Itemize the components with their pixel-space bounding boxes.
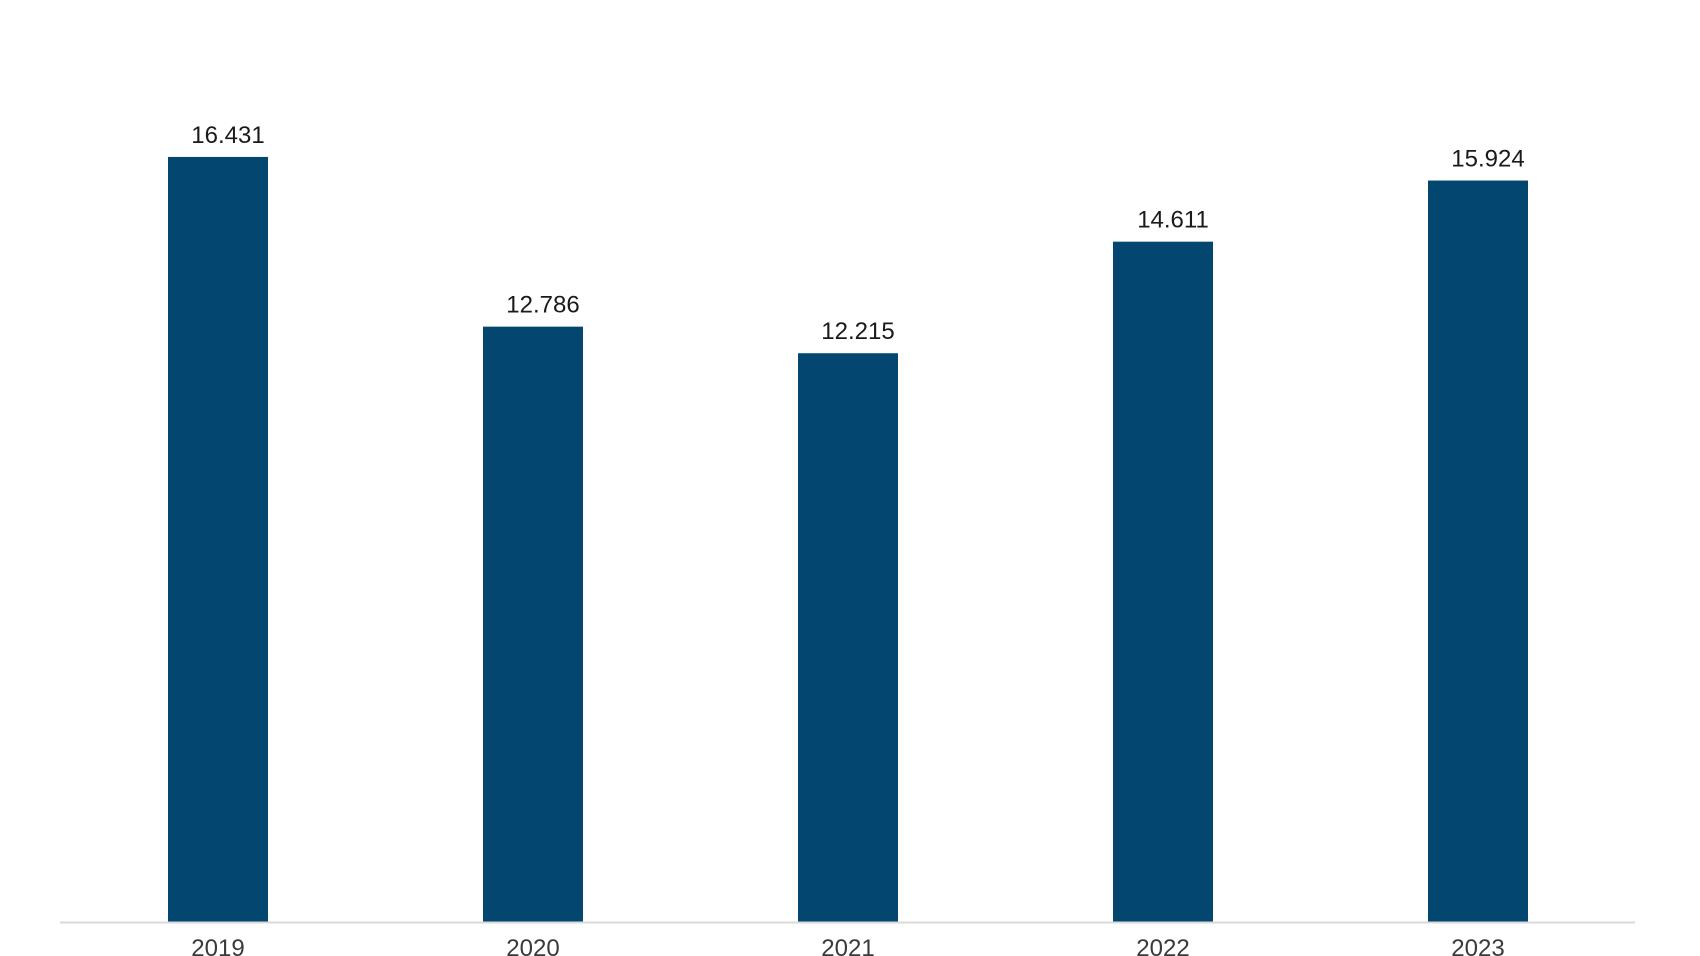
data-label-2022: 14.611	[1137, 207, 1209, 234]
bar-2019	[168, 156, 268, 922]
bar-2023	[1428, 180, 1528, 922]
x-tick-label-2023: 2023	[1451, 935, 1504, 956]
x-tick-label-2022: 2022	[1136, 935, 1189, 956]
x-tick-label-2021: 2021	[821, 935, 874, 956]
bar-2022	[1113, 241, 1213, 923]
x-tick-labels-group: 2019 2020 2021 2022 2023	[191, 935, 1504, 956]
x-tick-label-2020: 2020	[506, 935, 559, 956]
data-label-2023: 15.924	[1451, 146, 1524, 173]
bar-2021	[798, 353, 898, 922]
data-label-2020: 12.786	[506, 292, 579, 319]
bar-2020	[483, 326, 583, 923]
bars-group	[168, 156, 1528, 923]
data-label-2019: 16.431	[191, 122, 264, 149]
data-label-2021: 12.215	[821, 318, 894, 345]
x-tick-label-2019: 2019	[191, 935, 244, 956]
value-labels-group: 16.431 12.786 12.215 14.611 15.924	[191, 122, 1524, 345]
